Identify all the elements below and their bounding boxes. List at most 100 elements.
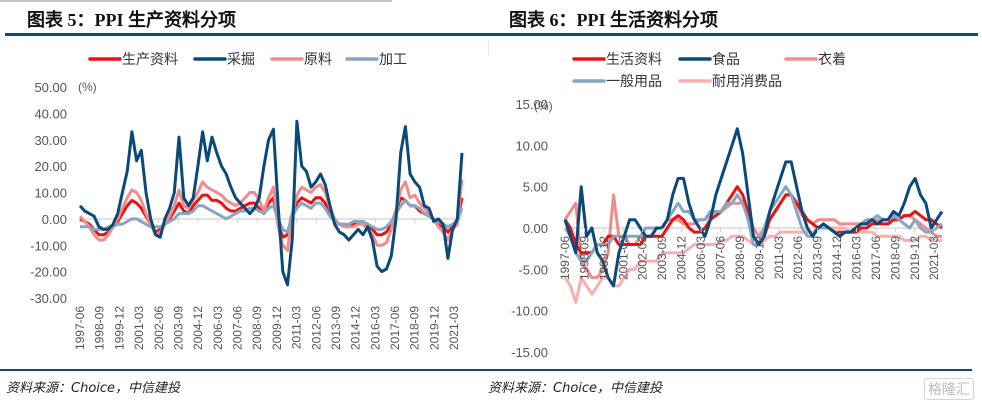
x-tick-label: 2014-12 [349,306,363,350]
x-tick-label: 2003-09 [655,236,669,280]
x-tick-label: 2013-09 [329,306,343,350]
watermark-logo: 格隆汇 [924,378,974,400]
right-chart-title: 图表 6：PPI 生活资料分项 [509,10,718,30]
y-tick-label: 40.00 [34,106,67,121]
x-tick-label: 1999-12 [597,236,611,280]
left-series-lines [78,119,464,287]
left-y-unit-label: (%) [78,80,97,94]
y-tick-label: 5.00 [523,180,548,195]
legend-label: 加工 [379,51,407,67]
x-tick-label: 1999-12 [112,306,126,350]
y-tick-label: -20.00 [30,265,67,280]
x-tick-label: 2006-03 [211,306,225,350]
y-tick-label: 15.00 [515,97,548,112]
legend-label: 耐用消费品 [712,73,782,89]
series-line [78,119,464,287]
x-tick-label: 2018-09 [888,236,902,280]
right-source-note: 资料来源：Choice，中信建投 [488,381,663,396]
right-title-rule [489,33,978,36]
legend-item: 采掘 [193,51,255,67]
x-tick-label: 2011-03 [772,236,786,279]
x-tick-label: 2008-09 [250,306,264,350]
legend-label: 生活资料 [606,51,662,67]
legend-item: 生活资料 [572,51,662,67]
legend-item: 加工 [345,51,407,67]
legend-item: 原料 [270,51,332,67]
x-tick-label: 2013-09 [811,236,825,280]
bottom-rule [0,369,972,371]
right-x-axis: 1997-06 1998-09 1999-12 2001-03 2002-06 2003-… [558,228,941,280]
x-tick-label: 2012-06 [791,236,805,280]
y-tick-label: 10.00 [34,186,67,201]
x-tick-label: 2003-09 [171,306,185,350]
x-tick-label: 2008-09 [733,236,747,280]
x-tick-label: 2021-03 [927,236,941,280]
x-tick-label: 1997-06 [558,236,572,280]
x-tick-label: 2012-06 [309,306,323,350]
right-y-unit-label: (%) [534,99,553,113]
y-tick-label: -10.00 [30,238,67,253]
y-tick-label: 20.00 [34,159,67,174]
legend-item: 生产资料 [88,51,178,67]
y-tick-label: -30.00 [30,291,67,306]
left-legend: 生产资料 采掘 原料 加工 [88,51,407,67]
x-tick-label: 2002-06 [152,306,166,350]
legend-label: 生产资料 [122,51,178,67]
x-tick-label: 2017-06 [869,236,883,280]
x-tick-label: 2001-03 [616,236,630,280]
legend-label: 采掘 [227,51,255,67]
x-tick-label: 2021-03 [447,306,461,350]
x-tick-label: 2002-06 [636,236,650,280]
y-tick-label: -5.00 [518,262,548,277]
y-tick-label: 50.00 [34,80,67,95]
x-tick-label: 2009-12 [270,306,284,350]
y-tick-label: -15.00 [511,345,548,360]
left-chart: 生产资料 采掘 原料 加工 50.00 40.00 30.00 20.00 10.00 0.00… [30,51,464,350]
x-tick-label: 2016-03 [368,306,382,350]
y-tick-label: 0.00 [42,212,67,227]
x-tick-label: 2004-12 [191,306,205,350]
right-y-axis: 15.00 10.00 5.00 0.00 -5.00 -10.00 -15.00 [511,97,548,360]
x-tick-label: 2004-12 [675,236,689,280]
left-title-rule [5,33,489,36]
legend-label: 一般用品 [606,73,662,89]
left-x-axis: 1997-06 1998-09 1999-12 2001-03 2002-06 2003-… [73,218,461,350]
legend-item: 食品 [678,51,740,67]
series-line [80,198,464,234]
x-tick-label: 2007-06 [713,236,727,280]
x-tick-label: 2017-06 [388,306,402,350]
legend-label: 原料 [304,51,332,67]
y-tick-label: -10.00 [511,304,548,319]
x-tick-label: 1998-09 [577,236,591,280]
x-tick-label: 2007-06 [231,306,245,350]
left-y-axis: 50.00 40.00 30.00 20.00 10.00 0.00 -10.00 -20.0… [30,80,67,306]
series-line [563,127,944,288]
x-tick-label: 2014-12 [830,236,844,280]
left-source-note: 资料来源：Choice，中信建投 [6,381,181,396]
x-tick-label: 2009-12 [752,236,766,280]
legend-item: 衣着 [784,51,846,67]
series-line [78,179,464,252]
x-tick-label: 2006-03 [694,236,708,280]
legend-label: 食品 [712,51,740,67]
panel-separator [488,40,489,56]
x-tick-label: 2018-09 [408,306,422,350]
top-rule [0,0,392,2]
y-tick-label: 10.00 [515,138,548,153]
legend-label: 衣着 [818,51,846,67]
x-tick-label: 2019-12 [908,236,922,280]
x-tick-label: 2001-03 [132,306,146,350]
x-tick-label: 2016-03 [849,236,863,280]
series-line [563,185,943,263]
x-tick-label: 2011-03 [290,306,304,349]
y-tick-label: 30.00 [34,133,67,148]
left-chart-title: 图表 5：PPI 生产资料分项 [27,10,236,30]
x-tick-label: 2019-12 [427,306,441,350]
y-tick-label: 0.00 [523,221,548,236]
legend-item: 一般用品 [572,73,662,89]
legend-item: 耐用消费品 [678,73,782,89]
x-tick-label: 1997-06 [73,306,87,350]
right-series-lines [563,127,944,304]
